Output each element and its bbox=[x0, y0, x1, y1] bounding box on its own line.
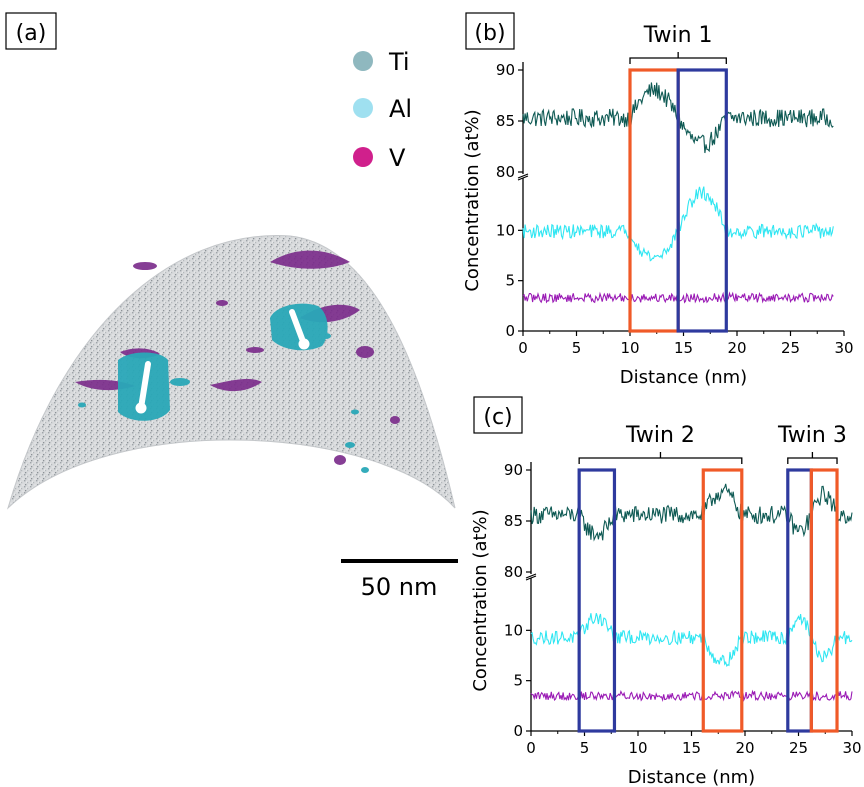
y-tick-label: 0 bbox=[513, 722, 523, 740]
x-tick-label: 30 bbox=[842, 739, 861, 757]
x-axis-label: Distance (nm) bbox=[620, 367, 747, 388]
x-tick-label: 25 bbox=[789, 739, 808, 757]
twin-bracket bbox=[787, 452, 838, 464]
twin-label: Twin 2 bbox=[625, 423, 695, 448]
y-tick-label: 5 bbox=[505, 272, 515, 290]
series-line-ti bbox=[530, 483, 853, 542]
panel-a: (a) Ti Al V bbox=[5, 12, 458, 601]
x-tick-label: 0 bbox=[518, 339, 528, 357]
panel-a-label-box bbox=[5, 12, 57, 50]
legend-v-label: V bbox=[389, 144, 406, 172]
y-tick-label: 10 bbox=[504, 621, 523, 639]
chart-b: 0 5 10 15 20 25 30 80 85 90 0 5 10 Distance (nm) Conce… bbox=[462, 23, 854, 388]
twin-box-blue bbox=[676, 68, 728, 333]
x-tick-label: 0 bbox=[526, 739, 536, 757]
scale-bar-label: 50 nm bbox=[361, 573, 438, 601]
panel-c-label: (c) bbox=[483, 405, 512, 430]
y-tick-label: 10 bbox=[496, 221, 515, 239]
y-tick-label: 90 bbox=[504, 461, 523, 479]
y-tick-label: 5 bbox=[513, 672, 523, 690]
y-axis-label: Concentration (at%) bbox=[470, 509, 491, 691]
axis-break-mark bbox=[517, 173, 529, 179]
legend-al-marker bbox=[353, 98, 373, 118]
legend-ti-marker bbox=[353, 51, 373, 71]
panel-b-label-box bbox=[465, 12, 515, 50]
twin-label: Twin 1 bbox=[643, 23, 713, 48]
x-tick-label: 20 bbox=[727, 339, 746, 357]
tip-volume bbox=[6, 235, 456, 510]
twin-label: Twin 3 bbox=[777, 423, 847, 448]
chart-c: 0 5 10 15 20 25 30 80 85 90 0 5 10 Distance (nm) Conce… bbox=[470, 423, 862, 787]
twin-box-orange bbox=[809, 468, 839, 733]
panel-b-label: (b) bbox=[474, 21, 505, 46]
twin-bracket bbox=[578, 452, 743, 464]
axis-break-mark bbox=[517, 175, 529, 181]
y-tick-label: 0 bbox=[505, 322, 515, 340]
atom-probe-reconstruction bbox=[6, 235, 456, 510]
x-tick-label: 5 bbox=[572, 339, 582, 357]
panel-b: (b) 0 5 10 15 20 25 30 80 85 90 0 5 10 Distance (nm) C… bbox=[462, 12, 854, 388]
x-tick-label: 15 bbox=[674, 339, 693, 357]
series-line-al bbox=[530, 613, 853, 667]
legend-ti-label: Ti bbox=[388, 48, 410, 76]
y-tick-label: 85 bbox=[504, 512, 523, 530]
twin-box-orange bbox=[701, 468, 744, 733]
y-tick-label: 90 bbox=[496, 61, 515, 79]
axis-break-mark bbox=[525, 575, 537, 581]
axis-break-mark bbox=[525, 573, 537, 579]
x-tick-label: 10 bbox=[620, 339, 639, 357]
x-axis-label: Distance (nm) bbox=[628, 767, 755, 787]
twin-bracket bbox=[629, 52, 727, 64]
legend: Ti Al V bbox=[353, 48, 412, 172]
x-tick-label: 30 bbox=[834, 339, 853, 357]
x-tick-label: 5 bbox=[580, 739, 590, 757]
panel-c: (c) 0 5 10 15 20 25 30 80 85 90 0 5 10 Distance (nm) C… bbox=[470, 396, 862, 787]
series-line-v bbox=[530, 689, 853, 702]
x-tick-label: 15 bbox=[682, 739, 701, 757]
y-tick-label: 80 bbox=[504, 563, 523, 581]
profile-arrows bbox=[135, 309, 310, 414]
legend-al-label: Al bbox=[389, 95, 412, 123]
x-tick-label: 20 bbox=[735, 739, 754, 757]
y-axis-label: Concentration (at%) bbox=[462, 109, 483, 291]
x-tick-label: 10 bbox=[628, 739, 647, 757]
legend-v-marker bbox=[353, 147, 373, 167]
panel-c-label-box bbox=[473, 396, 523, 434]
x-tick-label: 25 bbox=[781, 339, 800, 357]
y-tick-label: 80 bbox=[496, 163, 515, 181]
twin-box-blue bbox=[577, 468, 617, 733]
panel-a-label: (a) bbox=[16, 21, 47, 46]
y-tick-label: 85 bbox=[496, 112, 515, 130]
